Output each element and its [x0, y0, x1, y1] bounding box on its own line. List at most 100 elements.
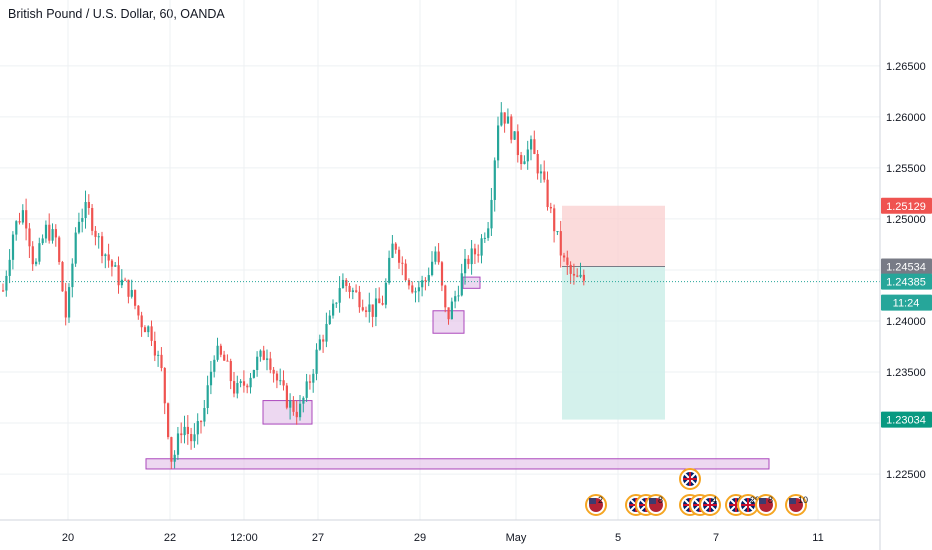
- candle-body: [84, 202, 87, 219]
- y-tick-label: 1.23500: [886, 367, 926, 379]
- x-tick-label: 11: [812, 532, 823, 544]
- candle-body: [183, 426, 186, 436]
- candle-body: [407, 280, 411, 286]
- candle-body: [104, 254, 107, 257]
- candle-body: [124, 279, 127, 281]
- candle-body: [101, 236, 104, 257]
- candle-body: [134, 290, 137, 306]
- candle-body: [200, 421, 203, 423]
- price-badge-current: [881, 273, 932, 290]
- price-badge-stop: [881, 197, 932, 214]
- x-tick-label: 27: [312, 532, 324, 544]
- chart-grid: [0, 0, 880, 520]
- candle-body: [345, 279, 348, 286]
- candle-body: [411, 285, 414, 293]
- candle-body: [233, 381, 236, 394]
- candle-body: [572, 273, 576, 276]
- candle-body: [226, 360, 229, 362]
- candle-body: [308, 381, 312, 383]
- event-marker-uk[interactable]: 29: [737, 494, 760, 516]
- candle-body: [8, 259, 11, 276]
- x-tick-label: 29: [414, 532, 426, 544]
- candle-body: [170, 437, 173, 462]
- candle-body: [48, 224, 51, 241]
- candle-body: [150, 326, 153, 341]
- candle-body: [262, 350, 265, 360]
- candle-body: [381, 303, 384, 305]
- candle-body: [556, 231, 559, 233]
- candle-body: [371, 304, 374, 317]
- candle-body: [279, 380, 282, 382]
- y-tick-label: 1.22500: [886, 469, 926, 481]
- candle-body: [51, 229, 54, 241]
- candle-body: [219, 345, 222, 355]
- candle-body: [285, 385, 288, 408]
- candle-body: [566, 257, 569, 265]
- candle-body: [21, 210, 24, 223]
- candle-body: [355, 290, 358, 292]
- candle-body: [576, 275, 579, 277]
- candle-body: [186, 426, 189, 435]
- candle-body: [206, 385, 209, 408]
- event-marker-uk[interactable]: [679, 468, 701, 490]
- y-tick-label: 1.26000: [886, 112, 926, 124]
- candle-body: [249, 377, 252, 388]
- candles: [2, 102, 585, 470]
- candle-body: [15, 221, 18, 235]
- candle-body: [401, 262, 404, 264]
- candle-body: [216, 345, 219, 360]
- candle-body: [563, 255, 566, 258]
- candle-body: [229, 361, 232, 382]
- candle-body: [483, 237, 486, 239]
- event-count: 4: [712, 495, 717, 505]
- candle-body: [368, 304, 371, 312]
- candle-body: [388, 257, 391, 283]
- x-tick-label: 7: [713, 532, 719, 544]
- candle-body: [440, 262, 444, 286]
- candle-body: [546, 179, 549, 208]
- x-tick-label: 5: [615, 532, 621, 544]
- event-marker-us[interactable]: 8: [645, 494, 667, 516]
- candle-body: [477, 254, 480, 256]
- candle-body: [450, 301, 453, 320]
- candle-body: [223, 354, 226, 361]
- candle-body: [87, 202, 90, 208]
- x-tick-label: 22: [164, 532, 176, 544]
- candle-body: [193, 434, 196, 442]
- candle-body: [335, 302, 338, 304]
- candle-body: [77, 221, 81, 233]
- candle-body: [543, 171, 546, 180]
- candle-body: [68, 287, 71, 318]
- event-marker-uk[interactable]: 4: [699, 494, 721, 516]
- event-count: 8: [768, 495, 773, 505]
- time-axis[interactable]: 20 22 12:00 27 29 May 5 7 11: [62, 532, 824, 544]
- candle-body: [259, 350, 262, 357]
- candle-body: [107, 254, 110, 261]
- candle-body: [130, 290, 133, 297]
- event-marker-us[interactable]: 8: [755, 494, 777, 516]
- x-tick-label: 12:00: [230, 532, 258, 544]
- event-marker-us[interactable]: 2: [585, 494, 607, 516]
- candle-body: [295, 411, 298, 418]
- candle-body: [18, 221, 21, 223]
- candle-body: [58, 237, 61, 263]
- candle-body: [431, 261, 434, 276]
- candle-body: [434, 251, 437, 262]
- candle-body: [470, 248, 473, 265]
- candle-body: [539, 171, 543, 174]
- candle-body: [302, 397, 305, 404]
- y-tick-label: 1.24000: [886, 316, 926, 328]
- candle-body: [137, 305, 140, 316]
- candle-body: [91, 207, 94, 231]
- price-badge-label: 1.23034: [886, 415, 926, 427]
- candle-body: [299, 403, 302, 418]
- candle-body: [180, 433, 183, 436]
- candle-body: [473, 248, 477, 255]
- event-marker-us[interactable]: 10: [785, 494, 808, 516]
- economic-events[interactable]: 2448254629810: [585, 468, 808, 516]
- candle-body: [490, 199, 493, 229]
- candle-body: [424, 280, 427, 282]
- candle-body: [536, 153, 539, 174]
